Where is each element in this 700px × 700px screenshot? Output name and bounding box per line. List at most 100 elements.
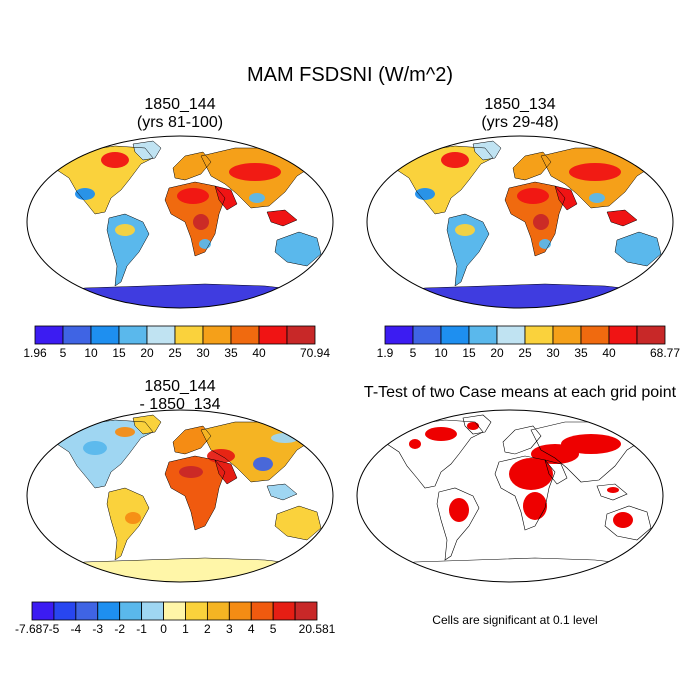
panel2-colorbar-swatch xyxy=(440,325,470,345)
panel3-colorbar-swatch xyxy=(97,601,121,621)
panel3-colorbar-swatch xyxy=(75,601,99,621)
panel1-field-patch xyxy=(193,214,209,230)
panel3-colorbar-tick-label: 1 xyxy=(182,622,189,636)
panel2-field-patch xyxy=(589,193,605,203)
panel1-colorbar-tick-label: 25 xyxy=(168,346,182,360)
panel1-land-australia xyxy=(275,232,321,266)
panel2-land-australia xyxy=(615,232,661,266)
panel2-coastline-australia xyxy=(614,231,662,267)
panel4-significant-region xyxy=(561,434,621,454)
panel3-colorbar-swatch xyxy=(31,601,55,621)
panel1-title-line2: (yrs 81-100) xyxy=(136,114,224,131)
panel1-colorbar-swatch xyxy=(202,325,232,345)
panel4-coastline-europe xyxy=(502,425,542,455)
panel4-significant-region xyxy=(607,487,619,493)
panel4-coastline-indonesia xyxy=(596,483,628,501)
panel1-coastline-greenland xyxy=(132,140,162,161)
panel2-title-line2: (yrs 29-48) xyxy=(481,114,559,131)
panel4-significant-region xyxy=(509,458,553,490)
panel1-coastline-arabia xyxy=(214,185,238,211)
panel3-land-australia xyxy=(275,506,321,540)
panel3-colorbar-tick-label: 2 xyxy=(204,622,211,636)
panel1-title-line1: 1850_144 xyxy=(144,96,216,113)
panel3-colorbar-tick-label: 3 xyxy=(226,622,233,636)
panel1-colorbar-swatch xyxy=(34,325,64,345)
panel4-significant-region xyxy=(449,498,469,522)
panel2-colorbar-tick-label: 5 xyxy=(410,346,417,360)
panel2-colorbar-tick-label: 20 xyxy=(490,346,504,360)
panel1-land-europe xyxy=(173,152,211,180)
panel1-colorbar-swatch xyxy=(90,325,120,345)
panel1-coastline-southAmerica xyxy=(106,213,150,287)
panel3-land-arabia xyxy=(215,460,237,484)
panel1-colorbar-tick-label: 30 xyxy=(196,346,210,360)
panel3-field-patch xyxy=(115,427,135,437)
panel3-title-line2: - 1850_134 xyxy=(139,396,221,413)
panel3-map xyxy=(26,409,334,583)
panel4-coastline-southAmerica xyxy=(436,487,480,561)
panel1-coastline-australia xyxy=(274,231,322,267)
panel1-field-patch xyxy=(101,152,129,168)
panel2-colorbar-tick-label: 68.77 xyxy=(650,346,680,360)
panel2-field-patch xyxy=(441,152,469,168)
panel2-colorbar-tick-label: 15 xyxy=(462,346,476,360)
panel4-coastline-arabia xyxy=(544,459,568,485)
panel1-field-patch xyxy=(177,188,209,204)
panel1-map-border xyxy=(26,135,334,309)
panel3-colorbar-tick-label: 4 xyxy=(248,622,255,636)
panel2-colorbar-tick-label: 30 xyxy=(546,346,560,360)
panel1-colorbar-tick-label: 40 xyxy=(252,346,266,360)
panel4-title: T-Test of two Case means at each grid po… xyxy=(363,384,677,401)
panel1-colorbar-swatch xyxy=(258,325,288,345)
panel1-colorbar-swatch xyxy=(62,325,92,345)
panel2-colorbar-swatch xyxy=(608,325,638,345)
panel2-map-border xyxy=(366,135,674,309)
panel1-field-patch xyxy=(75,188,95,200)
panel3-colorbar-tick-label: 5 xyxy=(270,622,277,636)
panel3-colorbar-swatch xyxy=(250,601,274,621)
panel4-significant-region xyxy=(523,492,547,520)
panel1-colorbar: 1.96 5 10 15 20 25 30 35 40 70.94 xyxy=(23,325,330,360)
panel2-field-patch xyxy=(455,224,475,236)
panel3-field-patch xyxy=(125,512,141,524)
panel3-map-border xyxy=(26,409,334,583)
panel1-colorbar-swatch xyxy=(146,325,176,345)
panel1-colorbar-tick-label: 10 xyxy=(84,346,98,360)
panel3-colorbar-tick-label: 0 xyxy=(160,622,167,636)
panel1-colorbar-swatch xyxy=(118,325,148,345)
panel2-colorbar-swatch xyxy=(468,325,498,345)
panel2-colorbar-swatch xyxy=(496,325,526,345)
panel3-colorbar-swatch xyxy=(53,601,77,621)
panel2-colorbar-tick-label: 40 xyxy=(602,346,616,360)
panel3-coastline-greenland xyxy=(132,414,162,435)
panel3-coastline-indonesia xyxy=(266,483,298,501)
panel3-coastline-arabia xyxy=(214,459,238,485)
panel3-colorbar-tick-label: 20.581 xyxy=(299,622,336,636)
panel1-colorbar-swatch xyxy=(230,325,260,345)
panel3-field-patch xyxy=(271,433,299,443)
panel1-colorbar-tick-label: 20 xyxy=(140,346,154,360)
panel2-land-europe xyxy=(513,152,551,180)
panel2-colorbar-tick-label: 25 xyxy=(518,346,532,360)
panel3-colorbar-tick-label: -7.687 xyxy=(15,622,49,636)
panel2-colorbar-swatch xyxy=(636,325,666,345)
panel1-coastline-europe xyxy=(172,151,212,181)
panel1-colorbar-tick-label: 1.96 xyxy=(23,346,47,360)
panel4-ocean xyxy=(357,410,663,582)
panel2-coastline-arabia xyxy=(554,185,578,211)
panel2-colorbar-swatch xyxy=(552,325,582,345)
panel1-colorbar-tick-label: 70.94 xyxy=(300,346,330,360)
panel3-land-europe xyxy=(173,426,211,454)
panel3-land-southAmerica xyxy=(107,488,149,560)
panel3-colorbar-tick-label: -5 xyxy=(49,622,60,636)
panel3-field-patch xyxy=(253,457,273,471)
panel1-coastline-indonesia xyxy=(266,209,298,227)
panel3-colorbar-swatch xyxy=(141,601,164,621)
panel2-colorbar-swatch xyxy=(412,325,442,345)
panel3-field-patch xyxy=(83,441,107,455)
panel1-colorbar-swatch xyxy=(286,325,316,345)
panel2-coastline-greenland xyxy=(472,140,502,161)
panel4-note: Cells are significant at 0.1 level xyxy=(432,613,598,627)
panel2-colorbar-tick-label: 1.9 xyxy=(377,346,394,360)
